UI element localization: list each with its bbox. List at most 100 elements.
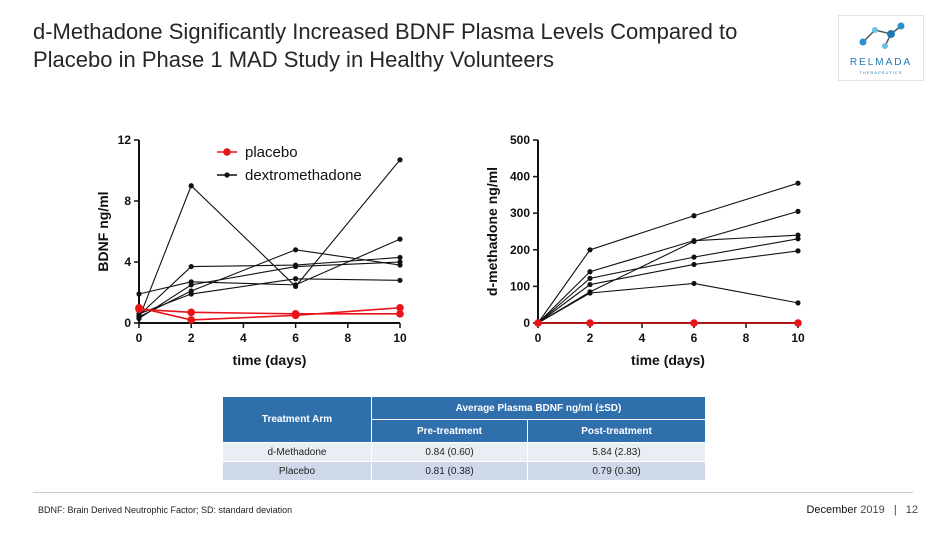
page-number: 12 (905, 504, 918, 516)
data-point (293, 263, 299, 270)
y-axis-title: BDNF ng/ml (95, 191, 111, 271)
table-cell-post: 5.84 (2.83) (527, 442, 706, 462)
series-line (537, 250, 799, 324)
legend-swatch-marker (223, 148, 231, 156)
table-cell-arm: Placebo (222, 461, 372, 481)
molecule-icon (859, 22, 905, 49)
data-point (587, 269, 593, 275)
y-tick-label: 200 (510, 243, 530, 257)
x-tick-label: 10 (791, 331, 805, 345)
data-point (691, 261, 697, 268)
legend-label: placebo (245, 144, 298, 161)
data-point (293, 276, 299, 282)
data-point (691, 280, 697, 287)
x-tick-label: 2 (587, 331, 594, 345)
data-point (188, 282, 194, 288)
data-point (188, 183, 194, 189)
legend-swatch-marker (224, 172, 230, 178)
x-tick-label: 6 (691, 331, 698, 345)
series-line (138, 256, 401, 316)
data-point (534, 319, 542, 327)
data-point (188, 291, 194, 297)
data-point (396, 303, 404, 312)
y-tick-label: 4 (124, 255, 131, 269)
data-point (795, 208, 801, 214)
data-point (795, 232, 801, 238)
table-row: Placebo 0.81 (0.38) 0.79 (0.30) (222, 461, 706, 481)
x-tick-label: 8 (344, 331, 351, 345)
y-tick-label: 0 (124, 316, 131, 330)
company-logo: RELMADA THERAPEUTICS (838, 15, 924, 81)
data-point (691, 254, 697, 260)
bdnf-summary-table: Treatment Arm Average Plasma BDNF ng/ml … (222, 396, 706, 481)
data-point (397, 236, 403, 242)
data-point (397, 157, 403, 163)
legend-label: dextromethadone (245, 167, 362, 184)
table-cell-pre: 0.81 (0.38) (371, 461, 528, 481)
data-point (397, 277, 403, 283)
x-tick-label: 4 (639, 331, 646, 345)
series-line (138, 278, 401, 315)
data-point (188, 263, 194, 270)
table-cell-pre: 0.84 (0.60) (371, 442, 528, 462)
data-point (397, 259, 403, 265)
x-tick-label: 4 (240, 331, 247, 345)
data-point (291, 310, 300, 318)
series-line (537, 238, 799, 324)
data-point (795, 300, 801, 306)
series-line (537, 282, 799, 324)
table-header-pre: Pre-treatment (371, 419, 528, 443)
x-tick-label: 0 (535, 331, 542, 345)
data-point (187, 308, 195, 317)
series-line (138, 238, 401, 295)
logo-subtitle: THERAPEUTICS (859, 70, 903, 75)
x-tick-label: 6 (292, 331, 299, 345)
series-line (138, 261, 401, 319)
y-tick-label: 400 (510, 170, 530, 184)
table-header-post: Post-treatment (527, 419, 706, 443)
data-point (795, 248, 801, 254)
y-tick-label: 100 (510, 279, 530, 293)
data-point (136, 315, 142, 322)
page-title: d-Methadone Significantly Increased BDNF… (33, 19, 738, 72)
x-tick-label: 10 (393, 331, 407, 345)
x-axis-title: time (days) (631, 352, 705, 368)
data-point (187, 316, 195, 324)
y-tick-label: 12 (118, 133, 132, 147)
logo-wordmark: RELMADA (849, 57, 913, 68)
y-tick-label: 300 (510, 206, 530, 220)
y-tick-label: 500 (510, 133, 530, 147)
table-cell-post: 0.79 (0.30) (527, 461, 706, 481)
x-tick-label: 8 (743, 331, 750, 345)
x-axis-title: time (days) (233, 352, 307, 368)
y-tick-label: 8 (124, 194, 131, 208)
series-line (138, 306, 401, 321)
data-point (691, 213, 697, 219)
data-point (135, 305, 143, 314)
data-point (690, 319, 698, 327)
data-point (293, 247, 299, 253)
footer-month: December (806, 504, 858, 516)
table-header-arm: Treatment Arm (222, 396, 372, 443)
data-point (293, 282, 299, 288)
data-point (587, 290, 593, 296)
y-axis-title: d-methadone ng/ml (484, 167, 500, 296)
data-point (691, 238, 697, 244)
series-line (537, 234, 799, 324)
x-tick-label: 2 (188, 331, 195, 345)
data-point (587, 275, 593, 281)
x-tick-label: 0 (136, 331, 143, 345)
series-line (138, 159, 401, 319)
table-cell-arm: d-Methadone (222, 442, 372, 462)
footer-divider (33, 492, 913, 493)
data-point (587, 281, 593, 288)
table-header-group: Average Plasma BDNF ng/ml (±SD) (371, 396, 706, 420)
table-row: d-Methadone 0.84 (0.60) 5.84 (2.83) (222, 442, 706, 462)
data-point (795, 180, 801, 186)
data-point (586, 319, 594, 327)
data-point (397, 254, 403, 261)
series-line (537, 182, 799, 324)
data-point (136, 291, 142, 297)
